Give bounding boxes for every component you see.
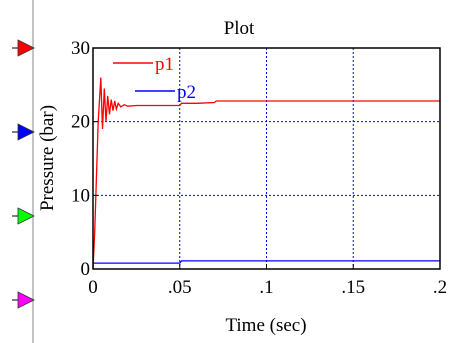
magenta-marker[interactable] [17, 291, 35, 309]
x-tick-label: 0 [88, 277, 98, 298]
series-line-p1 [92, 77, 440, 270]
y-tick-label: 20 [71, 112, 90, 133]
x-tick-label: .1 [259, 277, 273, 298]
x-axis-label: Time (sec) [225, 315, 306, 336]
x-tick-label: .05 [168, 277, 192, 298]
chart-title: Plot [224, 18, 255, 39]
blue-marker[interactable] [17, 123, 35, 141]
red-marker[interactable] [17, 39, 35, 57]
legend-label-p1: p1 [155, 54, 174, 75]
y-tick-label: 30 [71, 38, 90, 59]
y-tick-label: 0 [81, 259, 91, 280]
green-marker[interactable] [17, 207, 35, 225]
series-line-p2 [93, 260, 440, 264]
legend-label-p2: p2 [177, 82, 196, 103]
x-tick-label: .2 [433, 277, 447, 298]
y-axis-label: Pressure (bar) [37, 105, 58, 211]
x-tick-label: .15 [341, 277, 365, 298]
y-tick-label: 10 [71, 185, 90, 206]
